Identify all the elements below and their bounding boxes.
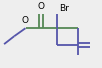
Text: O: O: [22, 16, 29, 25]
Text: O: O: [37, 2, 44, 11]
Text: Br: Br: [59, 4, 69, 13]
